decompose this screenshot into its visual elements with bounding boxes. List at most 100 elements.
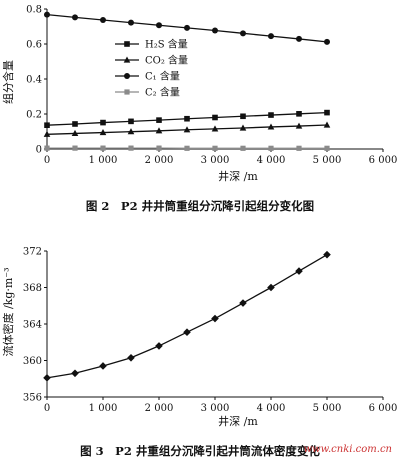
chart1-x-axis-label: 井深 /m [218,169,258,183]
series-3-point [296,35,302,42]
watermark-text: www.cnki.com.cn [304,444,392,455]
series-1-point [212,114,218,121]
x-tick-label: 5 000 [313,403,342,414]
x-tick-label: 4 000 [257,155,286,166]
legend-label: H₂S 含量 [145,38,188,51]
series-4-point [72,145,78,151]
series-2-point [183,126,191,133]
x-tick-label: 3 000 [201,403,230,414]
series-1-point [267,283,275,292]
series-4-point [100,145,106,151]
series-3-point [72,14,78,21]
series-1-point [323,250,331,259]
y-tick-label: 0.6 [26,40,42,51]
series-1-point [296,111,302,117]
chart2-y-axis-label: 流体密度 /kg·m⁻³ [1,267,15,356]
series-4-point [296,145,302,151]
series-4-point [212,145,218,151]
legend-label: C₂ 含量 [145,86,180,99]
series-1-point [240,113,246,120]
x-tick-label: 3 000 [201,155,230,166]
y-tick-label: 356 [23,393,42,404]
series-1-point [128,118,134,125]
series-4-point [240,145,246,151]
series-3-point [324,38,330,45]
series-3-point [100,17,106,24]
y-tick-label: 360 [23,356,42,367]
x-tick-label: 2 000 [145,403,174,414]
chart1-y-ticks: 0 0.2 0.4 0.6 0.8 [26,5,47,156]
x-tick-label: 0 [44,155,50,166]
y-tick-label: 0.8 [26,5,42,16]
series-1-point [211,314,219,323]
series-4-point [128,145,134,151]
chart2-series [43,250,331,382]
series-1-point [43,374,51,382]
x-tick-label: 1 000 [89,403,118,414]
series-line-1 [46,254,328,379]
x-tick-label: 6 000 [369,403,398,414]
series-1-point [71,369,79,378]
chart2-x-ticks: 0 1 000 2 000 3 000 4 000 5 000 6 000 [44,397,398,414]
chart1-caption: 图 2 P2 井井筒重组分沉降引起组分变化图 [86,199,314,213]
legend-label: CO₂ 含量 [145,54,188,67]
chart2-y-ticks: 356 360 364 368 372 [23,247,47,404]
series-2-point [99,129,107,136]
series-2-point [43,130,51,137]
x-tick-label: 4 000 [257,403,286,414]
y-tick-label: 372 [23,247,42,258]
series-1-point [100,119,106,126]
series-1-point [44,122,50,128]
chart2-axes [46,251,383,398]
series-1-point [239,299,247,307]
legend-marker [123,56,131,63]
legend-marker [124,89,130,95]
series-2-point [267,123,275,130]
series-2-point [239,124,247,131]
series-3-point [268,33,274,40]
series-4-point [268,145,274,151]
y-tick-label: 0 [36,145,42,156]
y-tick-label: 364 [23,320,42,331]
legend-marker [124,73,130,79]
chart-fluid-density: 0 1 000 2 000 3 000 4 000 5 000 6 000 356 360 36… [1,247,397,459]
series-4-point [156,145,162,151]
chart1-series [43,11,331,151]
y-tick-label: 0.4 [26,75,42,86]
series-1-point [184,115,190,122]
chart1-legend: H₂S 含量 CO₂ 含量 C₁ 含量 C₂ 含量 [115,38,188,99]
chart1-x-ticks: 0 1 000 2 000 3 000 4 000 5 000 6 000 [44,149,398,166]
series-4-point [44,145,50,151]
series-3-point [128,19,134,26]
chart2-caption: 图 3 P2 井重组分沉降引起井筒流体密度变化 [80,444,320,458]
series-1-point [155,342,163,350]
chart1-y-axis-label: 组分含量 [1,60,15,104]
x-tick-label: 1 000 [89,155,118,166]
series-2-point [127,128,135,135]
series-1-point [324,109,330,116]
x-tick-label: 5 000 [313,155,342,166]
series-2-point [295,122,303,129]
series-3-point [184,24,190,31]
legend-marker [124,41,130,47]
chart2-x-axis-label: 井深 /m [218,414,258,428]
series-1-point [183,328,191,337]
series-2-point [155,127,163,134]
x-tick-label: 0 [44,403,50,414]
series-1-point [156,117,162,123]
series-4-point [324,145,330,151]
y-tick-label: 368 [23,283,42,294]
series-4-point [184,145,190,151]
series-3-point [44,11,50,18]
series-3-point [156,22,162,29]
legend-label: C₁ 含量 [145,70,180,83]
series-1-point [268,112,274,118]
series-1-point [72,121,78,127]
series-2-point [323,121,331,128]
series-3-point [240,30,246,37]
series-1-point [127,353,135,362]
x-tick-label: 6 000 [369,155,398,166]
series-2-point [211,125,219,132]
